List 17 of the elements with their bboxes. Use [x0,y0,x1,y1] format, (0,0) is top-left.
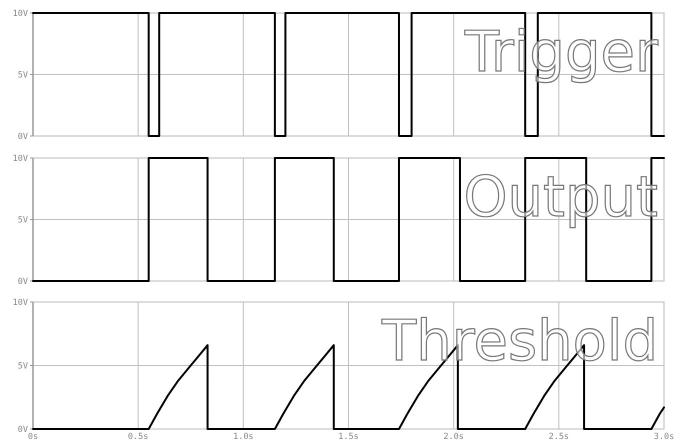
x-tick-label: 3.0s [654,432,674,442]
x-tick-label: 2.5s [548,432,570,442]
y-tick-label: 5V [18,70,28,80]
y-tick-label: 5V [18,361,28,372]
y-tick-label: 5V [18,215,28,226]
y-tick-label: 10V [12,8,28,19]
x-tick-label: 1.0s [233,432,254,442]
y-tick-label: 10V [12,298,28,308]
y-tick-label: 0V [18,276,28,287]
x-tick-label: 0s [28,432,38,442]
chart-title: Threshold [381,309,658,374]
x-tick-label: 1.5s [338,432,359,442]
x-tick-label: 2.0s [443,432,464,442]
y-tick-label: 0V [18,424,28,435]
y-tick-label: 0V [18,132,28,142]
y-tick-label: 10V [12,154,28,164]
x-tick-label: 0.5s [128,432,148,442]
